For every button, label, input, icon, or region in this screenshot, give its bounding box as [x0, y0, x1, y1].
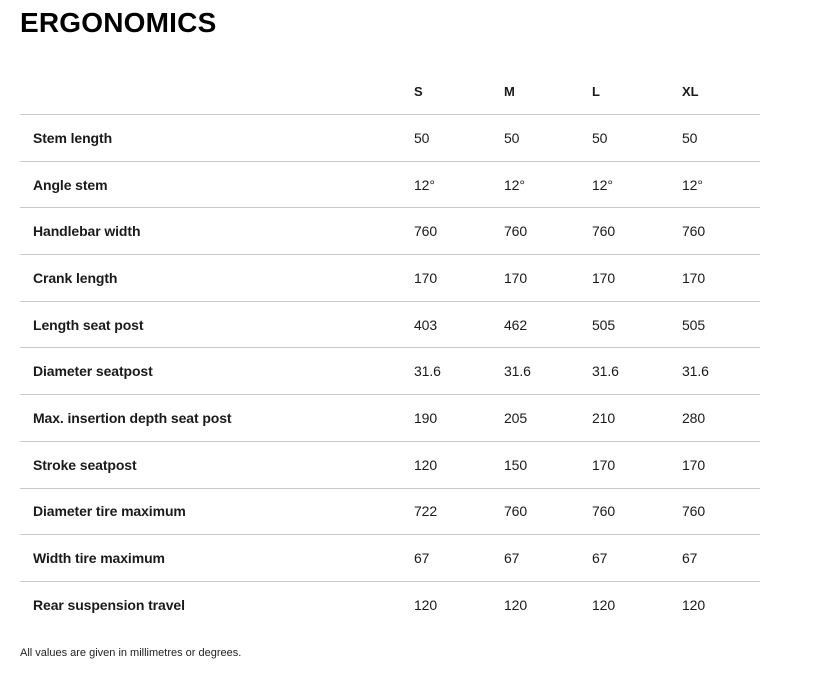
cell-value: 462: [504, 316, 528, 333]
cell-value: 760: [592, 503, 616, 520]
table-header-row: S M L XL: [20, 68, 760, 115]
column-header-xl: XL: [682, 83, 699, 99]
cell-value: 170: [414, 269, 438, 286]
row-label: Length seat post: [33, 316, 144, 333]
table-row: Angle stem 12° 12° 12° 12°: [20, 162, 760, 209]
row-label: Crank length: [33, 269, 118, 286]
row-label: Diameter seatpost: [33, 363, 153, 380]
cell-value: 12°: [414, 176, 435, 193]
cell-value: 205: [504, 409, 528, 426]
cell-value: 760: [414, 223, 438, 240]
table-row: Stem length 50 50 50 50: [20, 115, 760, 162]
table-row: Width tire maximum 67 67 67 67: [20, 535, 760, 582]
cell-value: 50: [414, 129, 430, 146]
cell-value: 760: [592, 223, 616, 240]
cell-value: 50: [504, 129, 520, 146]
cell-value: 67: [682, 550, 698, 567]
cell-value: 12°: [682, 176, 703, 193]
row-label: Angle stem: [33, 176, 108, 193]
column-header-s: S: [414, 83, 423, 99]
table-row: Diameter seatpost 31.6 31.6 31.6 31.6: [20, 348, 760, 396]
table-row: Diameter tire maximum 722 760 760 760: [20, 489, 760, 536]
row-label: Width tire maximum: [33, 550, 165, 567]
row-label: Stroke seatpost: [33, 456, 137, 473]
table-row: Crank length 170 170 170 170: [20, 255, 760, 302]
cell-value: 31.6: [592, 363, 619, 380]
cell-value: 760: [504, 223, 528, 240]
cell-value: 760: [504, 503, 528, 520]
cell-value: 505: [682, 316, 706, 333]
cell-value: 50: [682, 129, 698, 146]
cell-value: 31.6: [504, 363, 531, 380]
footnote: All values are given in millimetres or d…: [20, 646, 242, 659]
cell-value: 67: [414, 550, 430, 567]
table-row: Rear suspension travel 120 120 120 120: [20, 582, 760, 629]
row-label: Stem length: [33, 129, 113, 146]
cell-value: 210: [592, 409, 616, 426]
spec-table: S M L XL Stem length 50 50 50 50 Angle s…: [20, 68, 760, 629]
cell-value: 170: [682, 456, 706, 473]
cell-value: 120: [504, 597, 528, 614]
row-label: Handlebar width: [33, 223, 141, 240]
table-row: Length seat post 403 462 505 505: [20, 302, 760, 349]
column-header-m: M: [504, 83, 515, 99]
cell-value: 150: [504, 456, 528, 473]
cell-value: 67: [504, 550, 520, 567]
cell-value: 120: [414, 597, 438, 614]
cell-value: 170: [592, 269, 616, 286]
column-header-l: L: [592, 83, 600, 99]
cell-value: 170: [592, 456, 616, 473]
cell-value: 120: [414, 456, 438, 473]
cell-value: 31.6: [682, 363, 709, 380]
cell-value: 12°: [592, 176, 613, 193]
cell-value: 280: [682, 409, 706, 426]
row-label: Diameter tire maximum: [33, 503, 186, 520]
row-label: Max. insertion depth seat post: [33, 409, 232, 426]
cell-value: 12°: [504, 176, 525, 193]
cell-value: 190: [414, 409, 438, 426]
cell-value: 67: [592, 550, 608, 567]
cell-value: 170: [504, 269, 528, 286]
table-row: Max. insertion depth seat post 190 205 2…: [20, 395, 760, 442]
cell-value: 760: [682, 503, 706, 520]
cell-value: 120: [592, 597, 616, 614]
table-row: Stroke seatpost 120 150 170 170: [20, 442, 760, 489]
row-label: Rear suspension travel: [33, 597, 185, 614]
table-row: Handlebar width 760 760 760 760: [20, 208, 760, 256]
page-title: ERGONOMICS: [20, 7, 217, 38]
cell-value: 50: [592, 129, 608, 146]
cell-value: 760: [682, 223, 706, 240]
cell-value: 120: [682, 597, 706, 614]
cell-value: 403: [414, 316, 438, 333]
cell-value: 170: [682, 269, 706, 286]
cell-value: 31.6: [414, 363, 441, 380]
cell-value: 505: [592, 316, 616, 333]
cell-value: 722: [414, 503, 438, 520]
